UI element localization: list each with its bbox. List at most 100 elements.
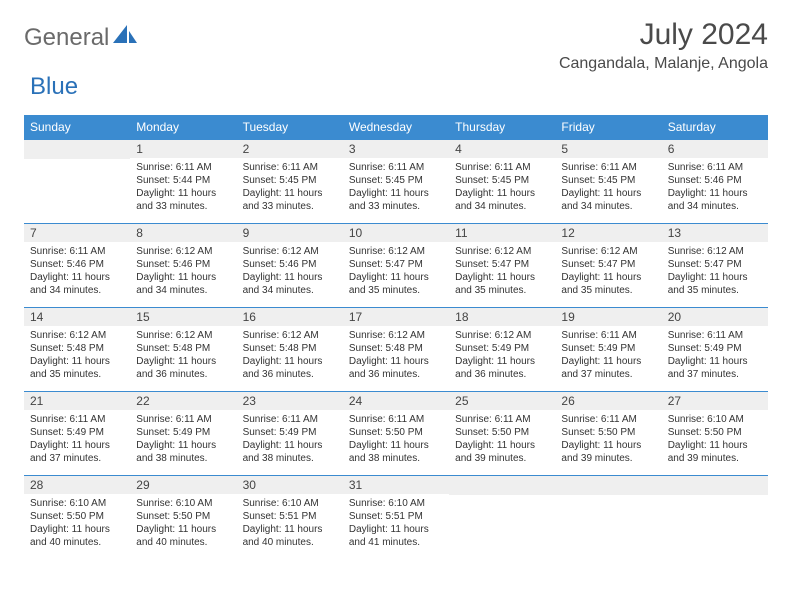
day-cell: 11Sunrise: 6:12 AMSunset: 5:47 PMDayligh… <box>449 223 555 307</box>
day-cell: 12Sunrise: 6:12 AMSunset: 5:47 PMDayligh… <box>555 223 661 307</box>
day-number-band: 28 <box>24 475 130 494</box>
day-number-band: 16 <box>237 307 343 326</box>
day-detail-text: Sunrise: 6:11 AMSunset: 5:44 PMDaylight:… <box>130 158 236 219</box>
day-cell: 25Sunrise: 6:11 AMSunset: 5:50 PMDayligh… <box>449 391 555 475</box>
day-cell: 23Sunrise: 6:11 AMSunset: 5:49 PMDayligh… <box>237 391 343 475</box>
day-detail-text: Sunrise: 6:11 AMSunset: 5:45 PMDaylight:… <box>555 158 661 219</box>
day-cell: 24 Sunrise: 6:11 AMSunset: 5:50 PMDayligh… <box>343 391 449 475</box>
day-cell: 26 Sunrise: 6:11 AMSunset: 5:50 PMDayligh… <box>555 391 661 475</box>
dow-cell: Sunday <box>24 115 130 139</box>
day-cell: 13Sunrise: 6:12 AMSunset: 5:47 PMDayligh… <box>662 223 768 307</box>
day-cell: 29Sunrise: 6:10 AMSunset: 5:50 PMDayligh… <box>130 475 236 559</box>
day-number-band: 3 <box>343 139 449 158</box>
day-detail-text: Sunrise: 6:11 AMSunset: 5:46 PMDaylight:… <box>24 242 130 303</box>
day-number: 28 <box>30 478 124 492</box>
day-number: 12 <box>561 226 655 240</box>
day-cell: 7 Sunrise: 6:11 AMSunset: 5:46 PMDaylight… <box>24 223 130 307</box>
day-number-band: 5 <box>555 139 661 158</box>
day-number-band: 23 <box>237 391 343 410</box>
day-detail-text: Sunrise: 6:10 AMSunset: 5:51 PMDaylight:… <box>237 494 343 555</box>
day-cell: 19 Sunrise: 6:11 AMSunset: 5:49 PMDayligh… <box>555 307 661 391</box>
day-detail-text: Sunrise: 6:11 AMSunset: 5:45 PMDaylight:… <box>449 158 555 219</box>
month-year-title: July 2024 <box>559 18 768 51</box>
day-number: 19 <box>561 310 655 324</box>
day-number: 30 <box>243 478 337 492</box>
week-row: 7 Sunrise: 6:11 AMSunset: 5:46 PMDaylight… <box>24 223 768 307</box>
day-number-band: 20 <box>662 307 768 326</box>
day-number-band: 25 <box>449 391 555 410</box>
day-detail-text: Sunrise: 6:11 AMSunset: 5:49 PMDaylight:… <box>24 410 130 471</box>
day-cell: 14 Sunrise: 6:12 AMSunset: 5:48 PMDayligh… <box>24 307 130 391</box>
day-number-band: 26 <box>555 391 661 410</box>
day-detail-text: Sunrise: 6:11 AMSunset: 5:45 PMDaylight:… <box>343 158 449 219</box>
week-row: 1Sunrise: 6:11 AMSunset: 5:44 PMDaylight… <box>24 139 768 223</box>
day-cell: 17Sunrise: 6:12 AMSunset: 5:48 PMDayligh… <box>343 307 449 391</box>
calendar: SundayMondayTuesdayWednesdayThursdayFrid… <box>24 115 768 559</box>
day-number-band: 19 <box>555 307 661 326</box>
day-number: 8 <box>136 226 230 240</box>
logo: General <box>24 18 141 52</box>
day-cell: 15Sunrise: 6:12 AMSunset: 5:48 PMDayligh… <box>130 307 236 391</box>
empty-day-band <box>24 139 130 159</box>
day-number-band: 2 <box>237 139 343 158</box>
day-number: 7 <box>30 226 124 240</box>
location-subtitle: Cangandala, Malanje, Angola <box>559 55 768 73</box>
day-number-band: 1 <box>130 139 236 158</box>
day-number: 24 <box>349 394 443 408</box>
day-detail-text: Sunrise: 6:11 AMSunset: 5:46 PMDaylight:… <box>662 158 768 219</box>
day-detail-text: Sunrise: 6:11 AMSunset: 5:50 PMDaylight:… <box>449 410 555 471</box>
dow-cell: Saturday <box>662 115 768 139</box>
day-detail-text: Sunrise: 6:12 AMSunset: 5:49 PMDaylight:… <box>449 326 555 387</box>
day-number-band: 14 <box>24 307 130 326</box>
day-number-band: 24 <box>343 391 449 410</box>
day-number-band: 6 <box>662 139 768 158</box>
logo-text-blue: Blue <box>30 73 78 100</box>
day-number-band: 4 <box>449 139 555 158</box>
day-detail-text: Sunrise: 6:12 AMSunset: 5:48 PMDaylight:… <box>237 326 343 387</box>
day-cell: 4Sunrise: 6:11 AMSunset: 5:45 PMDaylight… <box>449 139 555 223</box>
day-number: 26 <box>561 394 655 408</box>
day-number-band: 7 <box>24 223 130 242</box>
empty-day-band <box>449 475 555 495</box>
day-number: 10 <box>349 226 443 240</box>
day-detail-text: Sunrise: 6:12 AMSunset: 5:47 PMDaylight:… <box>662 242 768 303</box>
logo-sail-icon <box>113 25 139 52</box>
weeks-container: 1Sunrise: 6:11 AMSunset: 5:44 PMDaylight… <box>24 139 768 559</box>
day-detail-text: Sunrise: 6:11 AMSunset: 5:45 PMDaylight:… <box>237 158 343 219</box>
day-detail-text: Sunrise: 6:12 AMSunset: 5:46 PMDaylight:… <box>130 242 236 303</box>
day-cell: 5Sunrise: 6:11 AMSunset: 5:45 PMDaylight… <box>555 139 661 223</box>
dow-cell: Friday <box>555 115 661 139</box>
day-cell <box>449 475 555 559</box>
day-number: 27 <box>668 394 762 408</box>
day-number: 14 <box>30 310 124 324</box>
day-detail-text: Sunrise: 6:11 AMSunset: 5:49 PMDaylight:… <box>662 326 768 387</box>
day-number-band: 29 <box>130 475 236 494</box>
day-detail-text: Sunrise: 6:10 AMSunset: 5:51 PMDaylight:… <box>343 494 449 555</box>
day-number: 21 <box>30 394 124 408</box>
day-cell: 9Sunrise: 6:12 AMSunset: 5:46 PMDaylight… <box>237 223 343 307</box>
day-cell: 16Sunrise: 6:12 AMSunset: 5:48 PMDayligh… <box>237 307 343 391</box>
day-detail-text: Sunrise: 6:11 AMSunset: 5:49 PMDaylight:… <box>130 410 236 471</box>
day-detail-text: Sunrise: 6:12 AMSunset: 5:47 PMDaylight:… <box>343 242 449 303</box>
week-row: 21 Sunrise: 6:11 AMSunset: 5:49 PMDayligh… <box>24 391 768 475</box>
day-detail-text: Sunrise: 6:11 AMSunset: 5:50 PMDaylight:… <box>555 410 661 471</box>
day-number-band: 27 <box>662 391 768 410</box>
day-cell: 31Sunrise: 6:10 AMSunset: 5:51 PMDayligh… <box>343 475 449 559</box>
day-number-band: 9 <box>237 223 343 242</box>
day-number-band: 10 <box>343 223 449 242</box>
day-detail-text: Sunrise: 6:12 AMSunset: 5:48 PMDaylight:… <box>343 326 449 387</box>
day-cell: 6Sunrise: 6:11 AMSunset: 5:46 PMDaylight… <box>662 139 768 223</box>
day-number: 23 <box>243 394 337 408</box>
empty-day-body <box>24 159 130 223</box>
day-cell: 22 Sunrise: 6:11 AMSunset: 5:49 PMDayligh… <box>130 391 236 475</box>
dow-cell: Thursday <box>449 115 555 139</box>
day-detail-text: Sunrise: 6:11 AMSunset: 5:50 PMDaylight:… <box>343 410 449 471</box>
day-detail-text: Sunrise: 6:10 AMSunset: 5:50 PMDaylight:… <box>24 494 130 555</box>
day-detail-text: Sunrise: 6:12 AMSunset: 5:48 PMDaylight:… <box>130 326 236 387</box>
day-number: 22 <box>136 394 230 408</box>
empty-day-body <box>662 495 768 559</box>
day-detail-text: Sunrise: 6:10 AMSunset: 5:50 PMDaylight:… <box>662 410 768 471</box>
day-detail-text: Sunrise: 6:12 AMSunset: 5:48 PMDaylight:… <box>24 326 130 387</box>
day-cell: 28 Sunrise: 6:10 AMSunset: 5:50 PMDayligh… <box>24 475 130 559</box>
day-detail-text: Sunrise: 6:11 AMSunset: 5:49 PMDaylight:… <box>555 326 661 387</box>
